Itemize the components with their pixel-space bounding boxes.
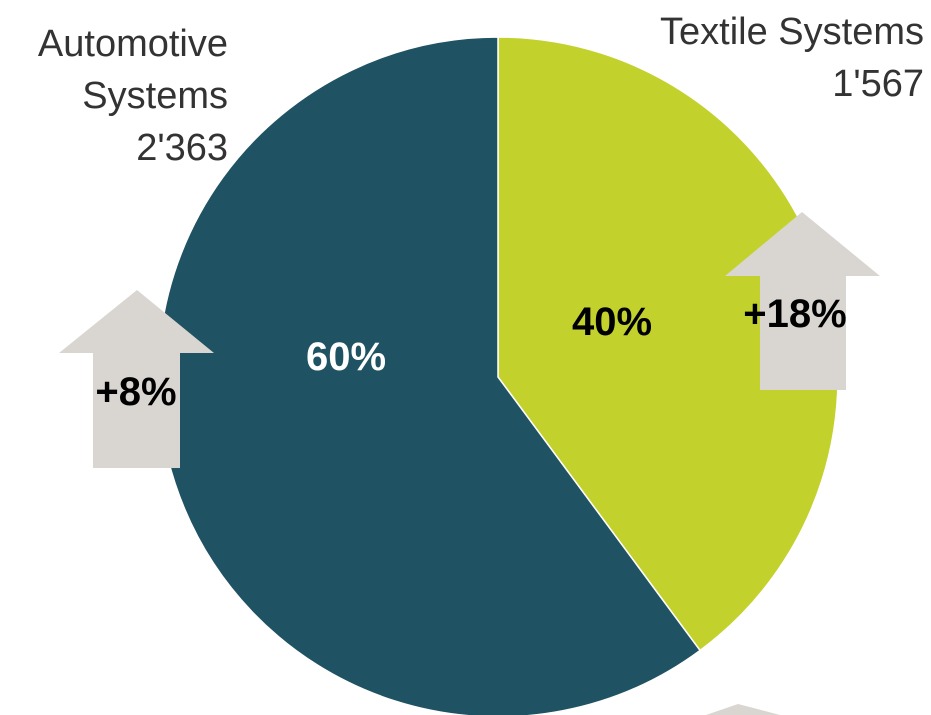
automotive-percent-label: 60% — [306, 335, 386, 379]
automotive-value-label: 2'363 — [136, 127, 228, 169]
automotive-name-label-line-1: Automotive — [38, 23, 228, 65]
textile-percent-label: 40% — [572, 300, 652, 344]
textile-growth-label: +18% — [743, 292, 846, 336]
pie-slices — [157, 36, 839, 715]
textile-value-label: 1'567 — [832, 63, 924, 105]
automotive-slice — [157, 36, 702, 715]
automotive-growth-arrow-icon — [59, 290, 214, 468]
automotive-growth-label: +8% — [95, 370, 176, 414]
textile-name-label: Textile Systems — [660, 11, 924, 53]
partial-arrow-icon — [706, 704, 780, 715]
textile-growth-arrow-icon — [725, 212, 880, 390]
automotive-name-label-line-2: Systems — [82, 75, 228, 117]
